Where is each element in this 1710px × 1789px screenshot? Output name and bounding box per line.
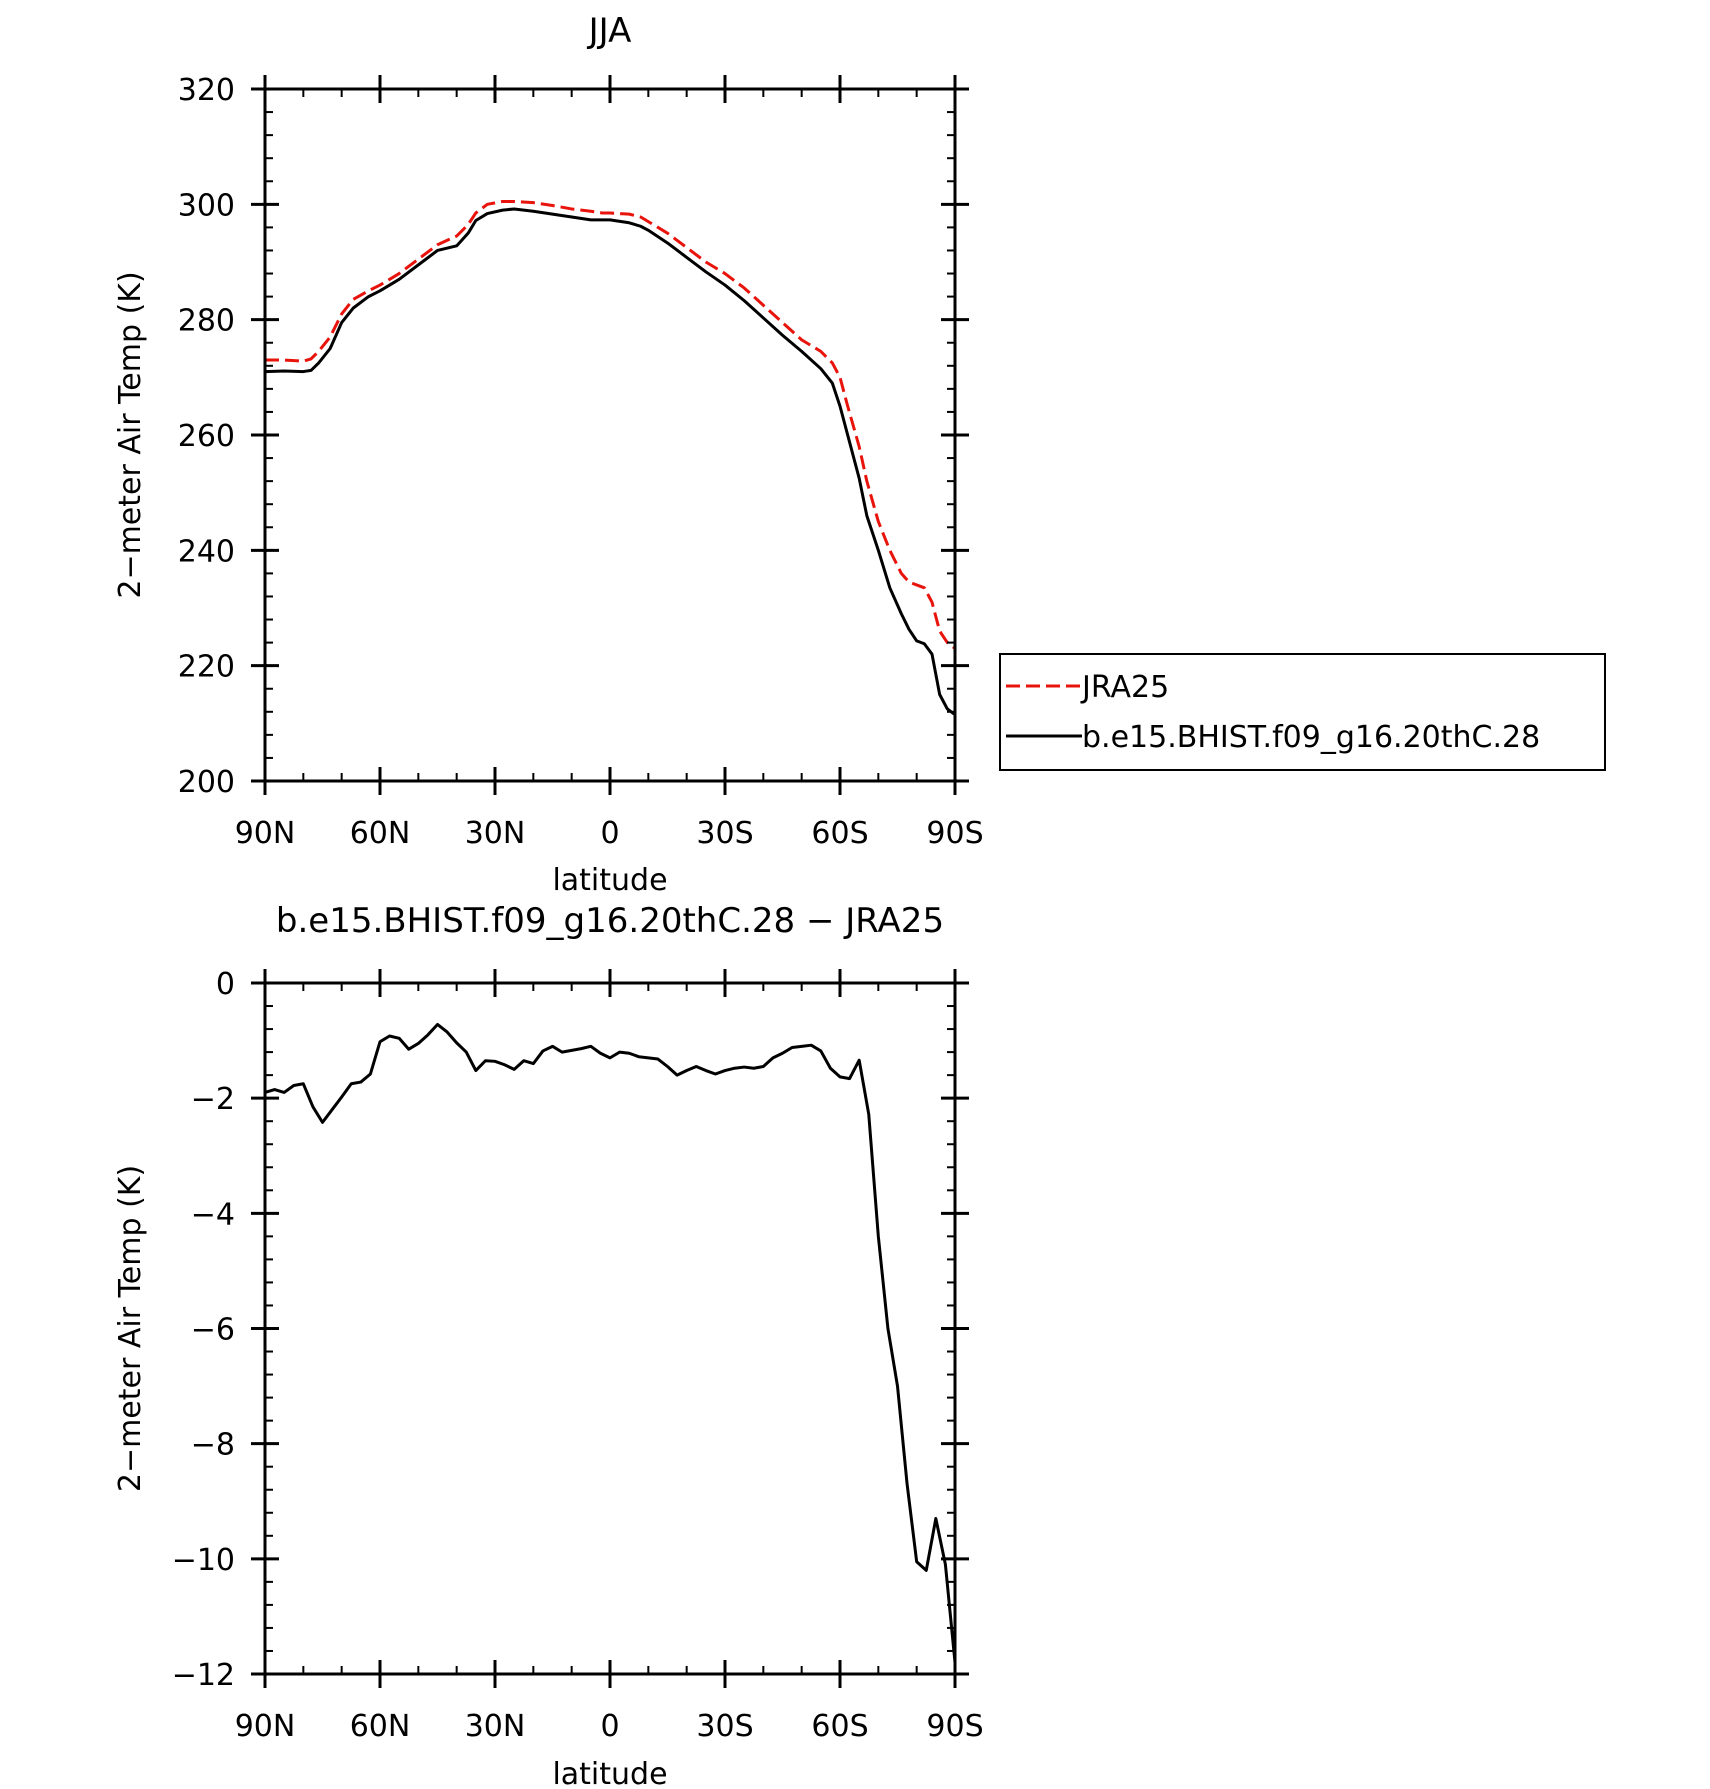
y-axis-label: 2−meter Air Temp (K) xyxy=(113,1165,148,1492)
x-tick-label: 30S xyxy=(696,816,753,851)
legend-box xyxy=(999,653,1606,771)
y-tick-label: −8 xyxy=(191,1428,235,1463)
plot-frame xyxy=(263,87,957,783)
x-tick-label: 30N xyxy=(465,1709,526,1744)
chart-title: b.e15.BHIST.f09_g16.20thC.28 − JRA25 xyxy=(276,901,944,941)
x-axis-label: latitude xyxy=(552,863,667,898)
y-tick-label: 0 xyxy=(216,967,235,1002)
y-tick-label: −6 xyxy=(191,1313,235,1348)
legend-label-0: JRA25 xyxy=(1080,670,1169,705)
x-tick-label: 90N xyxy=(235,816,296,851)
y-tick-label: 200 xyxy=(178,765,235,800)
y-tick-label: 260 xyxy=(178,419,235,454)
y-tick-label: −10 xyxy=(172,1543,235,1578)
x-tick-label: 60S xyxy=(811,1709,868,1744)
y-tick-label: 240 xyxy=(178,534,235,569)
x-tick-label: 0 xyxy=(600,816,619,851)
x-tick-label: 60N xyxy=(350,816,411,851)
legend: JRA25 b.e15.BHIST.f09_g16.20thC.28 xyxy=(999,653,1606,771)
y-tick-label: −2 xyxy=(191,1082,235,1117)
x-tick-label: 90N xyxy=(235,1709,296,1744)
y-tick-label: −12 xyxy=(172,1658,235,1693)
x-tick-label: 60S xyxy=(811,816,868,851)
y-axis-label: 2−meter Air Temp (K) xyxy=(113,271,148,598)
plot-frame xyxy=(263,981,957,1676)
y-tick-label: 280 xyxy=(178,304,235,339)
series-line-0-1 xyxy=(264,207,956,716)
x-tick-label: 0 xyxy=(600,1709,619,1744)
legend-label-1: b.e15.BHIST.f09_g16.20thC.28 xyxy=(1082,720,1540,755)
series-line-1-0 xyxy=(264,1022,957,1663)
y-tick-label: −4 xyxy=(191,1197,235,1232)
y-tick-label: 300 xyxy=(178,188,235,223)
chart-title: JJA xyxy=(587,11,632,51)
temperature-panel: 200 220 240 260 280 300 320 90N 60N 30N 0 30S 60S 90S… xyxy=(113,11,984,898)
x-tick-label: 30S xyxy=(696,1709,753,1744)
x-tick-label: 60N xyxy=(350,1709,411,1744)
y-tick-label: 320 xyxy=(178,73,235,108)
x-axis-label: latitude xyxy=(552,1757,667,1789)
series-line-0-0 xyxy=(265,199,956,650)
y-tick-label: 220 xyxy=(178,650,235,685)
x-tick-label: 30N xyxy=(465,816,526,851)
x-tick-label: 90S xyxy=(926,816,983,851)
x-tick-label: 90S xyxy=(926,1709,983,1744)
